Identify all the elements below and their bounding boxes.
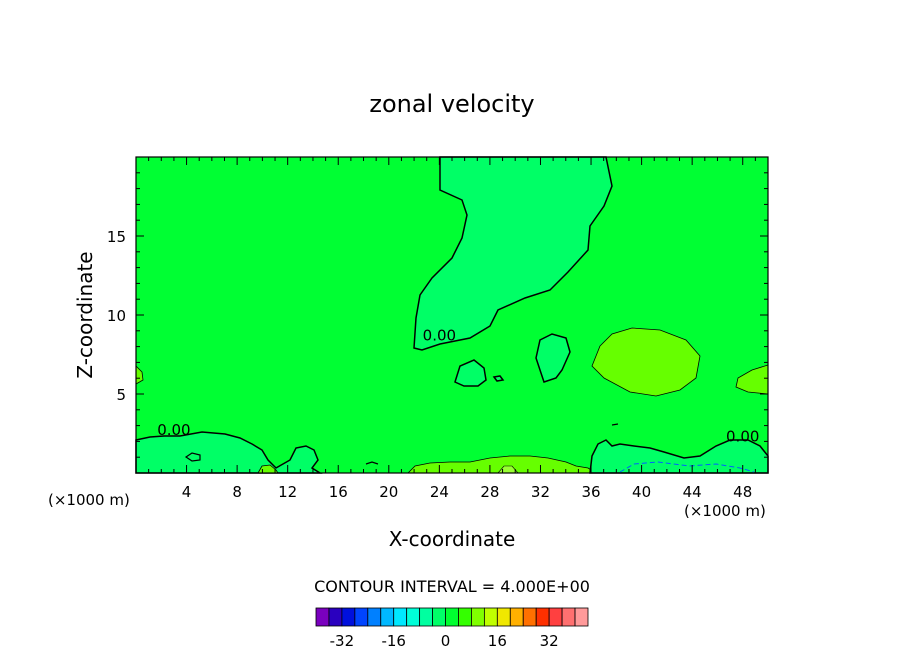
x-tick-label: 36 xyxy=(581,483,600,501)
positive-region-right xyxy=(591,327,701,397)
contour-interval-text: CONTOUR INTERVAL = 4.000E+00 xyxy=(314,577,590,596)
colorbar-swatch xyxy=(354,607,369,627)
colorbar-tick-label: -16 xyxy=(381,632,406,650)
contour-labels: 0.00 0.00 0.00 xyxy=(157,326,759,445)
contour-label: 0.00 xyxy=(157,421,190,439)
x-tick-label: 44 xyxy=(683,483,702,501)
colorbar-swatch xyxy=(380,607,395,627)
x-tick-label: 16 xyxy=(329,483,348,501)
colorbar-swatch xyxy=(419,607,433,627)
x-tick-label: 32 xyxy=(531,483,550,501)
y-axis-label: Z-coordinate xyxy=(73,251,97,378)
colorbar-swatch xyxy=(315,607,330,627)
colorbar-swatch xyxy=(341,607,356,627)
colorbar-swatch xyxy=(432,607,446,627)
x-tick-label: 24 xyxy=(430,483,449,501)
negative-blob-3 xyxy=(492,375,505,382)
colorbar xyxy=(315,607,589,627)
colorbar-swatch xyxy=(445,607,459,627)
small-contour-3 xyxy=(611,423,619,426)
x-tick-label: 8 xyxy=(232,483,242,501)
colorbar-swatch xyxy=(367,607,382,627)
colorbar-tick-label: 16 xyxy=(488,632,507,650)
colorbar-swatch xyxy=(393,607,408,627)
x-unit-left: (×1000 m) xyxy=(48,491,130,509)
x-tick-label: 40 xyxy=(632,483,651,501)
colorbar-tick-label: -32 xyxy=(330,632,355,650)
plot-area: 0.00 0.00 0.00 xyxy=(135,156,769,474)
y-tick-label: 5 xyxy=(116,386,126,404)
x-tick-label: 12 xyxy=(278,483,297,501)
colorbar-swatch xyxy=(561,607,576,627)
x-tick-label: 48 xyxy=(733,483,752,501)
y-tick-label: 10 xyxy=(107,307,126,325)
colorbar-tick-labels: -32 -16 0 16 32 xyxy=(330,632,559,650)
colorbar-tick-label: 32 xyxy=(540,632,559,650)
x-tick-label: 20 xyxy=(379,483,398,501)
x-unit-right: (×1000 m) xyxy=(684,502,766,520)
colorbar-swatch xyxy=(522,607,537,627)
y-axis-ticks: 5 10 15 xyxy=(107,172,768,458)
contour-label: 0.00 xyxy=(423,326,456,344)
colorbar-swatch xyxy=(328,607,343,627)
contour-label: 0.00 xyxy=(726,427,759,445)
colorbar-swatch xyxy=(471,607,485,627)
colorbar-swatch xyxy=(458,607,472,627)
colorbar-tick-label: 0 xyxy=(441,632,451,650)
x-tick-label: 4 xyxy=(182,483,192,501)
negative-band-bottom-left xyxy=(135,431,323,474)
colorbar-swatch xyxy=(509,607,524,627)
negative-dashed-contour xyxy=(619,461,755,473)
colorbar-swatch xyxy=(483,607,498,627)
y-tick-label: 15 xyxy=(107,228,126,246)
negative-blob-1 xyxy=(454,359,487,387)
colorbar-swatch xyxy=(535,607,550,627)
x-axis-label: X-coordinate xyxy=(389,527,516,551)
negative-blob-2 xyxy=(535,333,571,383)
colorbar-swatch xyxy=(496,607,511,627)
colorbar-swatch xyxy=(406,607,421,627)
x-tick-label: 28 xyxy=(480,483,499,501)
chart-title: zonal velocity xyxy=(369,90,534,118)
colorbar-swatch xyxy=(574,607,589,627)
small-contour-1 xyxy=(184,452,201,462)
positive-band-bottom xyxy=(407,455,598,474)
x-axis-ticks: 4 8 12 16 20 24 28 32 36 40 44 48 xyxy=(148,157,756,501)
colorbar-swatch xyxy=(548,607,563,627)
negative-region-upper xyxy=(413,156,613,351)
small-contour-2 xyxy=(365,461,379,465)
